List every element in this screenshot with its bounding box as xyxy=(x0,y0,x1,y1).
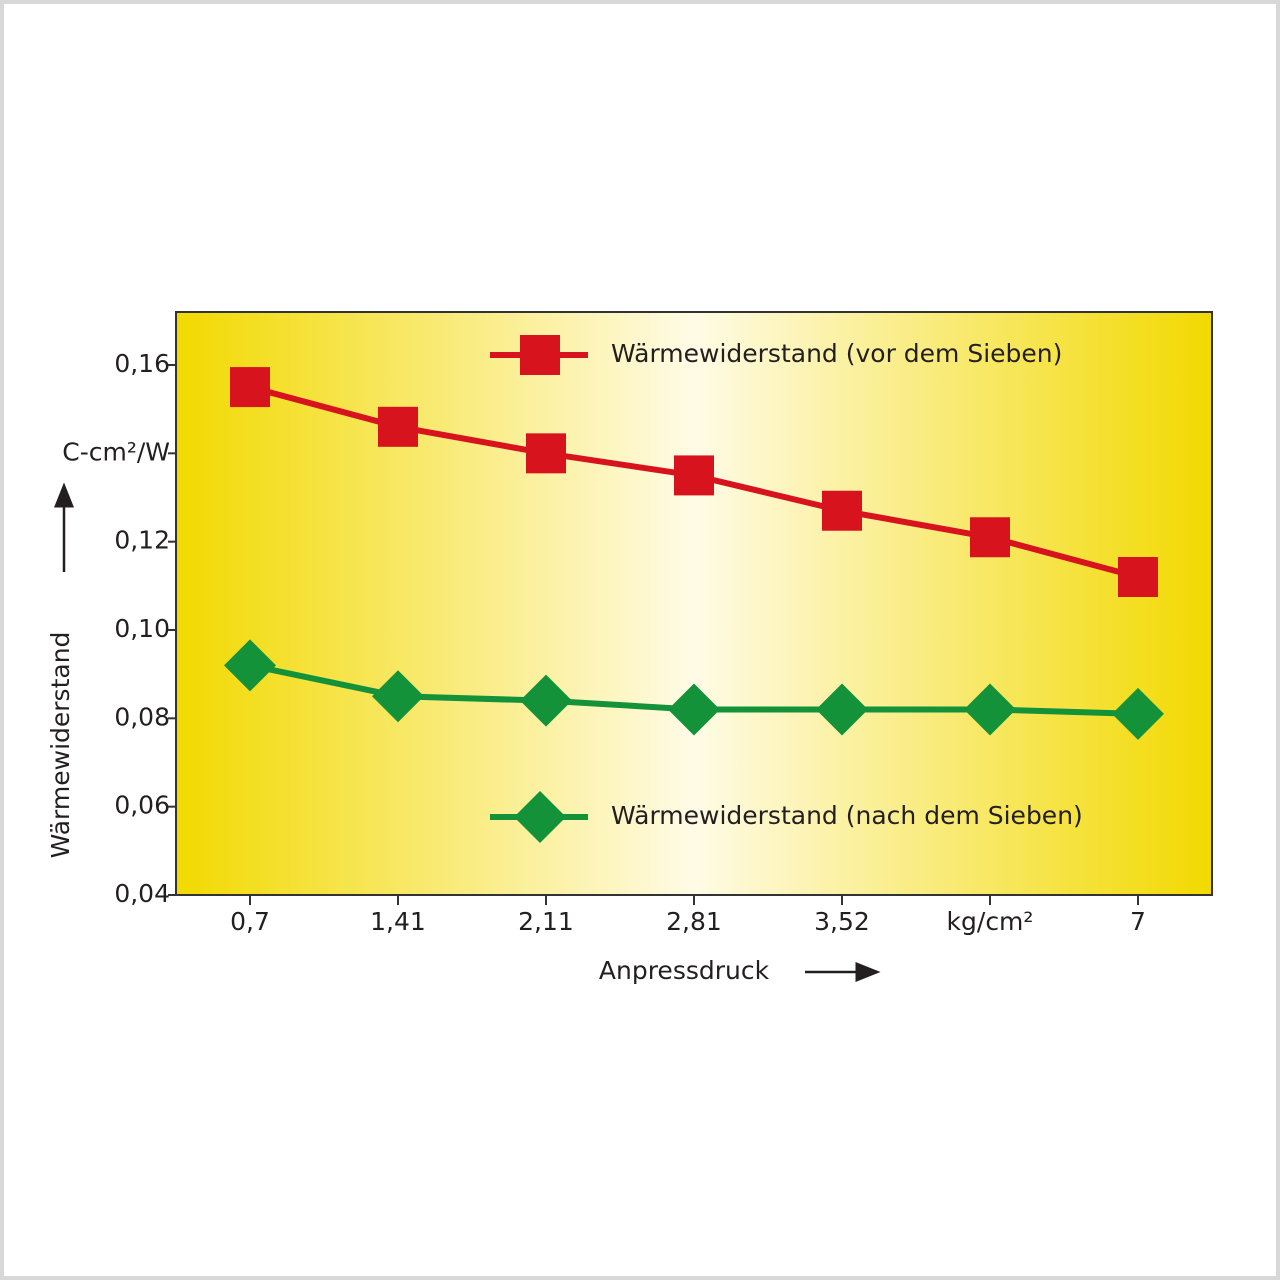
y-tick-label: 0,10 xyxy=(114,614,170,643)
y-tick-label: 0,16 xyxy=(114,349,170,378)
x-tick-label: kg/cm² xyxy=(947,907,1034,936)
legend-label: Wärmewiderstand (nach dem Sieben) xyxy=(611,801,1083,830)
point xyxy=(520,674,572,727)
x-tick-label: 2,81 xyxy=(666,907,722,936)
legend-marker xyxy=(520,335,560,375)
x-tick-label: 0,7 xyxy=(230,907,270,936)
x-tick-label: 1,41 xyxy=(370,907,426,936)
point xyxy=(674,455,714,496)
point xyxy=(970,517,1010,558)
y-tick-label: 0,08 xyxy=(114,702,170,731)
y-axis-label: Wärmewiderstand xyxy=(46,632,75,859)
x-tick-label: 2,11 xyxy=(518,907,574,936)
point xyxy=(816,683,868,736)
x-tick-label: 7 xyxy=(1130,907,1146,936)
point xyxy=(668,683,720,736)
x-axis-label: Anpressdruck xyxy=(599,956,770,985)
point xyxy=(1118,557,1158,597)
point xyxy=(822,490,862,531)
legend-label: Wärmewiderstand (vor dem Sieben) xyxy=(611,339,1062,368)
point xyxy=(526,433,566,474)
point xyxy=(964,683,1016,736)
point xyxy=(230,367,270,408)
y-tick-label: C-cm²/W xyxy=(62,437,170,466)
legend-marker xyxy=(514,791,566,843)
plot-area xyxy=(175,311,1213,896)
y-tick-label: 0,06 xyxy=(114,791,170,820)
point xyxy=(1112,687,1164,740)
point xyxy=(378,406,418,447)
y-tick-label: 0,04 xyxy=(114,879,170,908)
x-tick-label: 3,52 xyxy=(814,907,870,936)
y-tick-label: 0,12 xyxy=(114,526,170,555)
point xyxy=(224,639,276,692)
point xyxy=(372,670,424,723)
